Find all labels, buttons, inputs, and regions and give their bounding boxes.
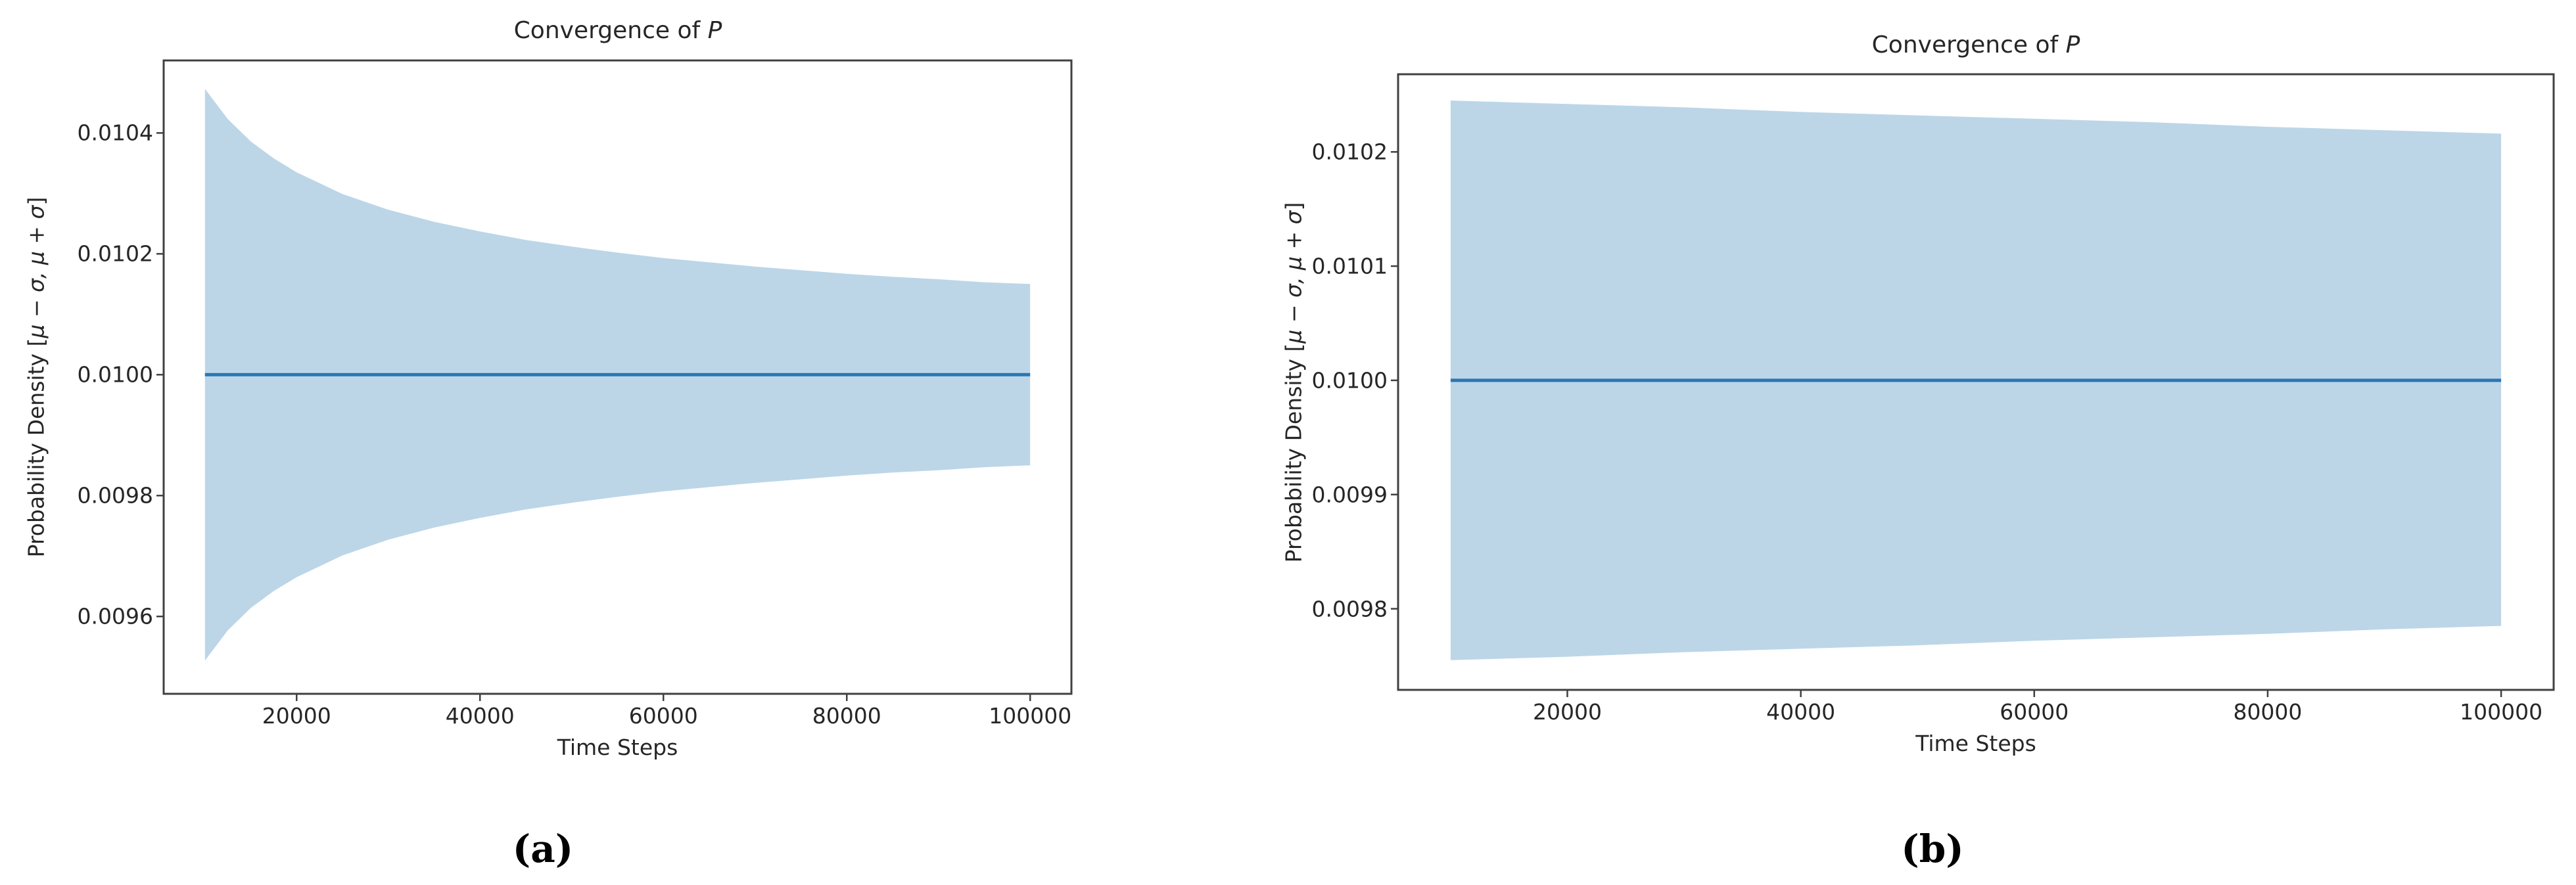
y-tick-label: 0.0100 xyxy=(77,361,153,388)
y-axis-label-text: Probability Density [ xyxy=(23,338,49,558)
subfigure-caption-a: (a) xyxy=(512,827,574,871)
x-tick-label: 100000 xyxy=(989,703,1072,729)
y-axis-label-a: Probability Density [μ − σ, μ + σ] xyxy=(24,197,49,558)
y-axis-label-math: μ − σ, μ + σ xyxy=(23,205,49,338)
y-axis-label-close-bracket: ] xyxy=(23,196,49,206)
x-tick-label: 40000 xyxy=(1766,699,1836,725)
axes-frame-b xyxy=(1397,73,2555,691)
x-tick-label: 40000 xyxy=(445,703,515,729)
confidence-band-b xyxy=(1450,101,2502,660)
x-tick-label: 20000 xyxy=(262,703,331,729)
chart-title-math-symbol: P xyxy=(707,17,722,44)
x-tick-label: 60000 xyxy=(628,703,698,729)
confidence-band-a xyxy=(204,89,1031,661)
x-tick-label: 100000 xyxy=(2460,699,2543,725)
y-tick-label: 0.0102 xyxy=(1311,139,1388,165)
x-axis-label-b: Time Steps xyxy=(1915,731,2036,756)
y-axis-label-close-bracket: ] xyxy=(1280,202,1307,211)
chart-title-b: Convergence of P xyxy=(1872,32,2080,58)
x-tick-label: 80000 xyxy=(2233,699,2303,725)
y-tick-label: 0.0096 xyxy=(77,603,153,629)
x-tick-label: 20000 xyxy=(1532,699,1602,725)
y-tick-label: 0.0102 xyxy=(77,240,153,267)
y-tick-label: 0.0100 xyxy=(1311,367,1388,394)
y-tick-label: 0.0104 xyxy=(77,120,153,146)
subfigure-caption-b: (b) xyxy=(1901,827,1964,871)
chart-title-text: Convergence of xyxy=(513,17,708,44)
y-tick-label: 0.0099 xyxy=(1311,482,1388,508)
y-tick-label: 0.0098 xyxy=(77,482,153,509)
axes-frame-a xyxy=(162,59,1073,695)
x-tick-label: 60000 xyxy=(2000,699,2069,725)
x-axis-label-a: Time Steps xyxy=(557,735,678,760)
chart-title-a: Convergence of P xyxy=(514,17,722,44)
chart-title-math-symbol: P xyxy=(2065,32,2080,58)
chart-title-text: Convergence of xyxy=(1871,32,2066,58)
y-tick-label: 0.0101 xyxy=(1311,253,1388,279)
y-tick-label: 0.0098 xyxy=(1311,596,1388,622)
x-tick-label: 80000 xyxy=(812,703,881,729)
